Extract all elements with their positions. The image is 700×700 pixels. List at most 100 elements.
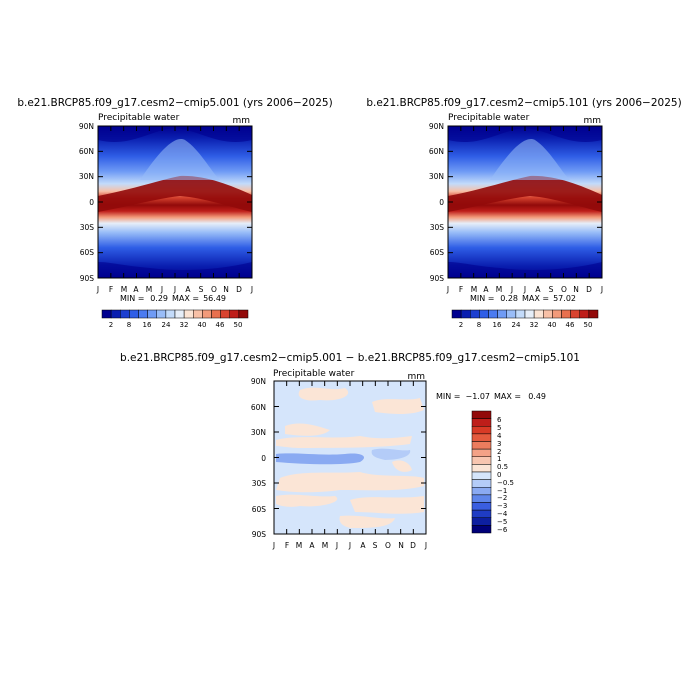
x-tick-label: D	[410, 541, 416, 550]
panel-2-stats: MIN = 0.28 MAX = 57.02	[470, 294, 576, 303]
min-label: MIN =	[120, 294, 145, 303]
colorbar-swatch	[120, 309, 130, 319]
y-tick-label: 60S	[80, 248, 95, 257]
x-tick-label: O	[561, 285, 567, 294]
panel-2-tropical-moist-band	[448, 175, 602, 212]
colorbar-swatch	[202, 309, 212, 319]
colorbar-swatch	[229, 309, 240, 319]
anomaly-patch-positive	[276, 494, 338, 507]
panel-2-variable-label: Precipitable water	[448, 113, 530, 123]
x-tick-label: S	[549, 285, 554, 294]
x-tick-label: F	[285, 541, 289, 550]
colorbar-label: 4	[497, 432, 502, 440]
max-value: 57.02	[553, 294, 576, 303]
colorbar-labels: 2 8 16 24 32 40 46 50	[459, 321, 593, 329]
colorbar-swatch	[471, 418, 492, 427]
colorbar-swatch	[110, 309, 121, 319]
x-tick-label: M	[121, 285, 127, 294]
x-tick-label: S	[373, 541, 378, 550]
colorbar-swatch	[471, 525, 492, 534]
colorbar-swatch	[471, 487, 492, 496]
colorbar-label: −3	[497, 502, 507, 510]
colorbar-swatch	[471, 426, 492, 435]
colorbar-label: 24	[512, 321, 521, 329]
y-tick-label: 60N	[429, 147, 444, 156]
x-tick-label: N	[573, 285, 579, 294]
min-value: −1.07	[465, 392, 490, 401]
colorbar-label: 0.5	[497, 463, 508, 471]
colorbar-label: 50	[584, 321, 593, 329]
x-tick-label: M	[322, 541, 328, 550]
panel-1-field	[98, 126, 252, 278]
colorbar-label: 2	[459, 321, 463, 329]
y-tick-label: 60S	[252, 505, 267, 514]
colorbar-label: 32	[180, 321, 189, 329]
x-tick-label: M	[296, 541, 302, 550]
x-tick-label: J	[600, 285, 603, 294]
panel-1-colorbar: 2 8 16 24 32 40 46 50	[101, 309, 249, 329]
y-tick-label: 60N	[79, 147, 94, 156]
x-tick-label: F	[459, 285, 463, 294]
colorbar-swatch	[193, 309, 203, 319]
colorbar-swatch	[183, 309, 194, 319]
y-tick-label: 60S	[430, 248, 445, 257]
panel-3-stats: MIN = −1.07 MAX = 0.49	[436, 392, 546, 401]
x-tick-label: S	[199, 285, 204, 294]
colorbar-swatch	[471, 464, 492, 473]
panel-1-tropical-moist-band	[98, 175, 252, 212]
anomaly-patch-negative	[371, 448, 411, 460]
colorbar-swatch	[470, 309, 480, 319]
colorbar-swatch	[129, 309, 139, 319]
colorbar-swatches	[451, 309, 599, 319]
x-tick-label: J	[424, 541, 427, 550]
y-tick-label: 30S	[80, 223, 95, 232]
panel-3-colorbar: 6 5 4 3 2 1 0.5 0 −0.5 −1 −2 −3 −4 −5 −6	[471, 410, 514, 534]
panel-3-tick-marks	[273, 380, 427, 535]
y-tick-label: 30N	[79, 172, 94, 181]
x-tick-label: A	[133, 285, 139, 294]
x-tick-label: A	[185, 285, 191, 294]
colorbar-swatch	[220, 309, 230, 319]
colorbar-label: 0	[497, 471, 501, 479]
x-tick-label: J	[96, 285, 99, 294]
panel-2-colorbar: 2 8 16 24 32 40 46 50	[451, 309, 599, 329]
panel-2-x-ticks: J F M A M J J A S O N D J	[446, 285, 603, 294]
panel-1-units: mm	[232, 116, 250, 126]
panel-1-y-ticks: 90N 60N 30N 0 30S 60S 90S	[79, 122, 94, 283]
colorbar-swatch	[471, 517, 492, 526]
x-tick-label: A	[309, 541, 315, 550]
colorbar-swatch	[506, 309, 517, 319]
y-tick-label: 30N	[251, 428, 266, 437]
panel-2: b.e21.BRCP85.f09_g17.cesm2−cmip5.101 (yr…	[366, 97, 681, 329]
max-value: 0.49	[528, 392, 546, 401]
colorbar-swatch	[238, 309, 249, 319]
x-tick-label: J	[272, 541, 275, 550]
colorbar-swatch	[570, 309, 580, 319]
panel-3-x-ticks: J F M A M J J A S O N D J	[272, 541, 427, 550]
colorbar-label: 8	[477, 321, 481, 329]
colorbar-swatches	[471, 410, 492, 534]
panel-2-title: b.e21.BRCP85.f09_g17.cesm2−cmip5.101 (yr…	[366, 97, 681, 109]
anomaly-patch-positive	[392, 460, 412, 472]
colorbar-swatch	[471, 479, 492, 488]
anomaly-patch-positive	[276, 436, 412, 448]
colorbar-label: −5	[497, 518, 507, 526]
min-label: MIN =	[470, 294, 495, 303]
colorbar-swatch	[479, 309, 489, 319]
min-value: 0.29	[150, 294, 168, 303]
colorbar-label: 3	[497, 440, 501, 448]
x-tick-label: N	[398, 541, 404, 550]
panel-1-tick-marks	[97, 125, 253, 279]
max-label: MAX =	[172, 294, 199, 303]
y-tick-label: 30S	[252, 479, 267, 488]
colorbar-swatch	[451, 309, 462, 319]
colorbar-labels: 6 5 4 3 2 1 0.5 0 −0.5 −1 −2 −3 −4 −5 −6	[497, 416, 514, 534]
colorbar-swatch	[552, 309, 562, 319]
min-label: MIN =	[436, 392, 461, 401]
colorbar-swatch	[471, 502, 492, 511]
colorbar-swatch	[588, 309, 599, 319]
x-tick-label: O	[211, 285, 217, 294]
colorbar-swatch	[460, 309, 471, 319]
colorbar-label: 16	[143, 321, 152, 329]
colorbar-label: 8	[127, 321, 131, 329]
